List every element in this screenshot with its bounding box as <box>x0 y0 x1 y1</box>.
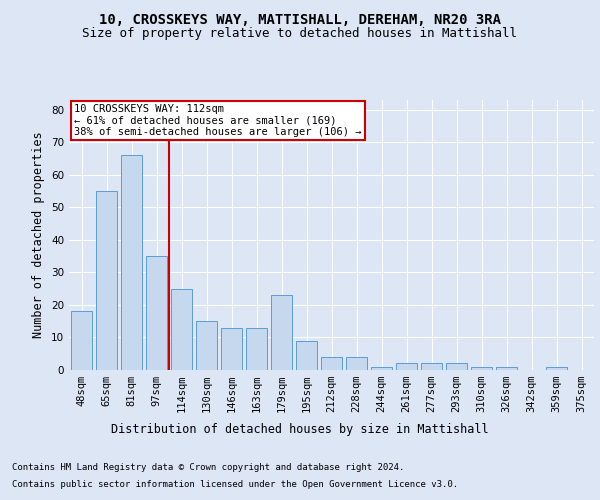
Bar <box>246 328 267 370</box>
Bar <box>546 366 567 370</box>
Bar <box>121 156 142 370</box>
Text: Contains public sector information licensed under the Open Government Licence v3: Contains public sector information licen… <box>12 480 458 489</box>
Text: Distribution of detached houses by size in Mattishall: Distribution of detached houses by size … <box>111 422 489 436</box>
Bar <box>146 256 167 370</box>
Bar <box>296 340 317 370</box>
Bar <box>96 191 117 370</box>
Bar <box>196 321 217 370</box>
Bar <box>346 357 367 370</box>
Bar <box>396 364 417 370</box>
Bar <box>446 364 467 370</box>
Bar <box>71 312 92 370</box>
Bar <box>321 357 342 370</box>
Bar <box>271 295 292 370</box>
Bar <box>471 366 492 370</box>
Y-axis label: Number of detached properties: Number of detached properties <box>32 132 46 338</box>
Bar <box>421 364 442 370</box>
Text: Contains HM Land Registry data © Crown copyright and database right 2024.: Contains HM Land Registry data © Crown c… <box>12 462 404 471</box>
Bar <box>221 328 242 370</box>
Text: Size of property relative to detached houses in Mattishall: Size of property relative to detached ho… <box>83 28 517 40</box>
Text: 10 CROSSKEYS WAY: 112sqm
← 61% of detached houses are smaller (169)
38% of semi-: 10 CROSSKEYS WAY: 112sqm ← 61% of detach… <box>74 104 362 137</box>
Bar <box>496 366 517 370</box>
Text: 10, CROSSKEYS WAY, MATTISHALL, DEREHAM, NR20 3RA: 10, CROSSKEYS WAY, MATTISHALL, DEREHAM, … <box>99 12 501 26</box>
Bar <box>171 288 192 370</box>
Bar <box>371 366 392 370</box>
